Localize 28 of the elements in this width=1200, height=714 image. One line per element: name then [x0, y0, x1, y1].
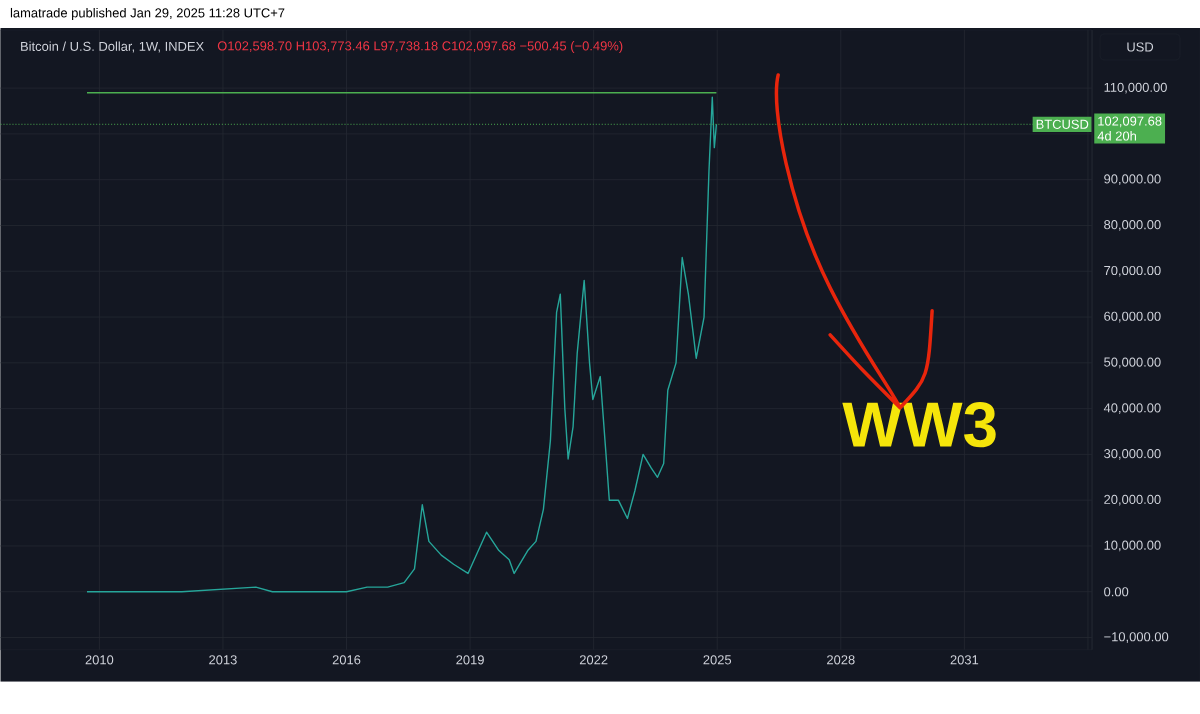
- x-tick-label: 2022: [579, 655, 608, 665]
- y-tick-label: −10,000.00: [1104, 632, 1169, 644]
- x-tick-label: 2028: [827, 655, 855, 665]
- text: lamatrade published Jan 29, 2025 11:28 UTC+7: [10, 8, 285, 21]
- x-tick-label: 2016: [332, 655, 361, 665]
- y-tick-label: 90,000.00: [1104, 174, 1161, 186]
- y-tick-label: 0.00: [1104, 587, 1129, 597]
- y-tick-label: 70,000.00: [1104, 266, 1161, 277]
- x-tick-label: 2025: [703, 655, 732, 665]
- text: Bitcoin / U.S. Dollar, 1W, INDEX: [21, 41, 204, 53]
- text: 4d 20h: [1097, 131, 1136, 141]
- y-tick-label: 40,000.00: [1103, 403, 1161, 415]
- x-tick-label: 2013: [209, 655, 237, 665]
- x-tick-label: 2010: [85, 655, 114, 665]
- annotation: O102,598.70 H103,773.46 L97,738.18 C102,097.68 −500.45 (−0.49%): [217, 41, 623, 54]
- x-tick-label: 2031: [950, 655, 979, 665]
- x-tick-label: 2019: [456, 655, 484, 665]
- y-tick-label: 10,000.00: [1104, 540, 1161, 552]
- y-tick-label: 20,000.00: [1104, 494, 1161, 506]
- text: USD: [1127, 42, 1154, 52]
- y-tick-label: 30,000.00: [1104, 449, 1161, 460]
- text: 102,097.68: [1098, 116, 1162, 128]
- annotation: WW3: [842, 402, 996, 448]
- y-tick-label: 50,000.00: [1104, 357, 1161, 369]
- ref-line-label: BTCUSD: [1036, 119, 1089, 130]
- y-tick-label: 80,000.00: [1104, 220, 1161, 231]
- y-tick-label: 60,000.00: [1104, 311, 1161, 323]
- y-tick-label: 110,000.00: [1104, 82, 1167, 94]
